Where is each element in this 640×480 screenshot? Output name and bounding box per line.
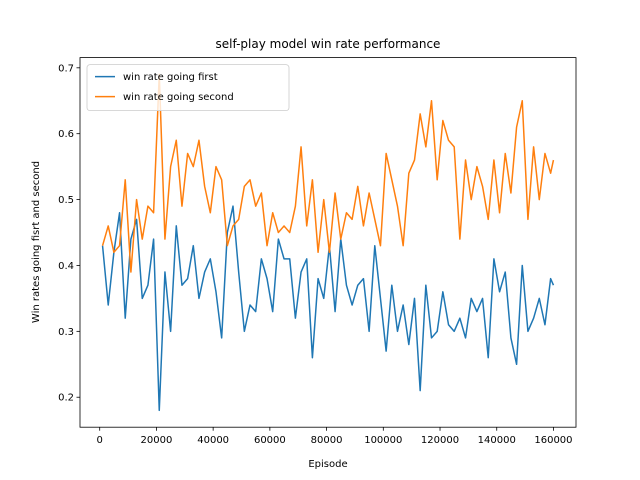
legend-label: win rate going second [123, 92, 234, 103]
x-tick-label: 40000 [197, 435, 229, 446]
series-line [101, 73, 555, 273]
y-tick-label: 0.7 [58, 63, 74, 74]
x-tick-label: 160000 [534, 435, 572, 446]
x-tick-label: 60000 [254, 435, 286, 446]
x-tick-label: 20000 [141, 435, 173, 446]
x-axis-label: Episode [308, 459, 347, 470]
chart-title: self-play model win rate performance [216, 37, 441, 51]
y-axis-label: Win rates going fisrt and second [31, 161, 42, 323]
y-tick-label: 0.2 [58, 393, 74, 404]
y-tick-label: 0.3 [58, 327, 74, 338]
x-tick-label: 140000 [478, 435, 516, 446]
legend-label: win rate going first [123, 72, 218, 83]
x-tick-label: 0 [97, 435, 103, 446]
x-tick-label: 120000 [421, 435, 459, 446]
x-tick-label: 100000 [364, 435, 402, 446]
y-tick-label: 0.6 [58, 129, 74, 140]
legend-box [86, 64, 290, 111]
legend: win rate going first win rate going secon… [86, 64, 290, 111]
y-tick-label: 0.4 [58, 261, 74, 272]
axes-frame [79, 57, 577, 428]
x-tick-label: 80000 [311, 435, 343, 446]
y-tick-label: 0.5 [58, 195, 74, 206]
